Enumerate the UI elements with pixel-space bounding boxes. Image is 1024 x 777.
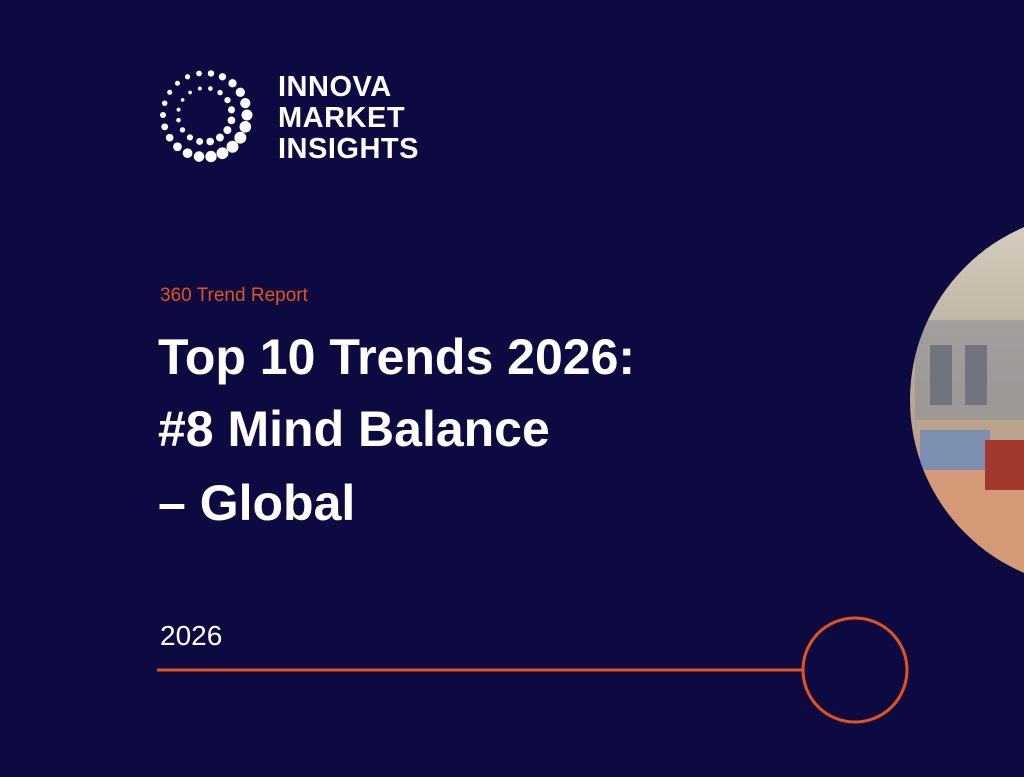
logo-dot [161,100,168,106]
logo-dot [235,87,245,97]
logo-dot [207,70,215,77]
logo-dot [215,133,224,142]
logo-dot [223,126,232,135]
logo-dot [176,117,181,123]
photo-cup [985,440,1024,490]
logo-dot [186,134,194,141]
logo-dot [227,106,236,114]
logo-dot [176,107,181,112]
logo-dot [180,98,185,102]
logo-dot [206,137,214,146]
logo-mark [160,70,253,163]
logo-dot [167,89,173,95]
logo-dot [216,147,229,160]
logo-dot [241,109,253,121]
logo-dot [173,142,182,152]
logo-dot [228,79,237,88]
logo-dot [218,73,227,81]
logo-dot [240,98,251,109]
report-type: 360 Trend Report [160,285,309,306]
title-line: #8 Mind Balance [158,401,550,457]
logo-dot [184,74,191,80]
photo-window [930,345,952,405]
logo-dot [165,133,174,142]
logo-dot [196,70,202,77]
logo-dot [227,116,236,125]
logo-dot [174,80,181,86]
photo-window [965,345,987,405]
divider-circle [801,616,909,724]
logo-dot [217,89,223,96]
logo-dot [239,121,252,133]
logo-text: INSIGHTS [278,133,419,165]
title-line: – Global [158,475,355,531]
year: 2026 [160,620,222,651]
logo-dot [205,150,217,163]
logo-dot [179,127,186,133]
logo-dot [226,140,239,153]
logo-dot [160,112,166,118]
logo-dot [188,90,192,95]
logo-dot [234,131,247,144]
title-line: Top 10 Trends 2026: [158,329,635,385]
logo-text: INNOVA [278,71,392,103]
logo-text: MARKET [278,102,405,134]
logo-dot [182,148,193,159]
logo-dot [197,86,202,91]
photo-sleeve [920,430,990,470]
logo-dot [161,123,169,131]
logo-dot [193,151,205,162]
logo-dot [208,86,213,91]
logo-dot [196,137,204,145]
logo-dot [224,96,231,104]
